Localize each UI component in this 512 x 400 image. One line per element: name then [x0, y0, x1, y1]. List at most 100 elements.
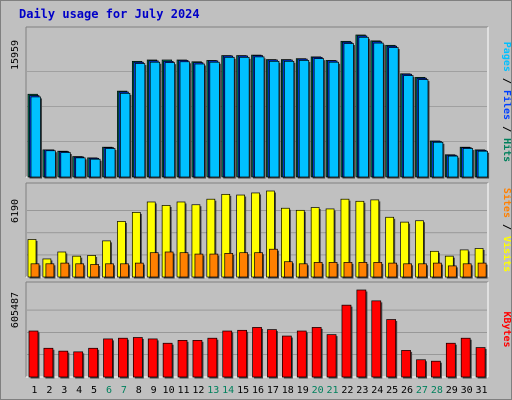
- x-tick-label: 26: [401, 385, 413, 396]
- bar-sites: [134, 262, 144, 278]
- bar-pages: [90, 158, 101, 178]
- bar-pages: [373, 42, 384, 178]
- bar-pages: [269, 60, 280, 178]
- legend-entry-hits: Hits: [501, 138, 511, 162]
- bar-sites: [298, 263, 308, 278]
- bar-kbytes: [118, 337, 128, 378]
- bar-kbytes: [296, 330, 307, 378]
- bar-kbytes: [356, 289, 367, 378]
- bar-pages: [209, 61, 220, 178]
- bar-sites: [149, 252, 159, 278]
- x-tick-label: 31: [476, 385, 488, 396]
- x-tick-label: 4: [76, 385, 82, 396]
- x-tick-label: 24: [371, 385, 383, 396]
- bar-kbytes: [222, 330, 233, 378]
- bar-kbytes: [445, 342, 456, 378]
- bar-pages: [105, 148, 116, 178]
- bar-kbytes: [192, 340, 203, 378]
- bar-pages: [120, 93, 131, 178]
- bar-sites: [120, 263, 129, 278]
- bar-pages: [30, 96, 41, 178]
- bar-pages: [433, 141, 444, 178]
- bar-kbytes: [311, 327, 322, 378]
- bar-kbytes: [162, 342, 173, 378]
- bar-kbytes: [371, 300, 382, 378]
- bar-pages: [45, 150, 56, 178]
- bar-sites: [105, 263, 114, 278]
- bar-pages: [164, 62, 175, 178]
- bar-kbytes: [207, 337, 218, 378]
- bar-kbytes: [267, 329, 277, 378]
- bar-kbytes: [252, 327, 262, 378]
- bar-pages: [194, 63, 205, 178]
- bar-pages: [298, 60, 310, 178]
- bar-kbytes: [416, 359, 426, 378]
- legend-entry-sites: Sites: [501, 188, 511, 218]
- bar-pages: [313, 58, 325, 178]
- legend-entry-files: Files: [501, 90, 511, 120]
- bar-pages: [75, 157, 86, 178]
- x-tick-label: 10: [163, 385, 175, 396]
- bar-kbytes: [460, 337, 471, 378]
- x-tick-label: 6: [106, 385, 112, 396]
- bar-sites: [462, 263, 472, 278]
- x-tick-label: 5: [91, 385, 97, 396]
- chart-title: Daily usage for July 2024: [19, 7, 200, 21]
- bar-sites: [284, 261, 293, 278]
- bar-sites: [254, 252, 263, 278]
- bar-sites: [224, 253, 234, 278]
- legend-separator: /: [501, 72, 511, 90]
- bar-pages: [239, 56, 250, 178]
- bar-kbytes: [103, 338, 113, 378]
- x-tick-label: 14: [222, 385, 234, 396]
- bar-sites: [60, 262, 70, 278]
- x-tick-label: 15: [237, 385, 249, 396]
- bar-sites: [373, 262, 383, 278]
- x-tick-label: 29: [446, 385, 458, 396]
- bar-kbytes: [177, 340, 188, 378]
- legend-separator: /: [501, 120, 511, 138]
- x-tick-label: 30: [461, 385, 473, 396]
- x-tick-label: 28: [431, 385, 443, 396]
- visits-sites-ymax-label: 6190: [10, 199, 21, 223]
- bar-sites: [358, 262, 368, 278]
- bar-kbytes: [28, 330, 39, 378]
- kbytes-legend: KBytes: [501, 311, 511, 347]
- bar-kbytes: [43, 347, 54, 378]
- bar-sites: [477, 262, 487, 278]
- x-tick-label: 22: [341, 385, 353, 396]
- bar-sites: [313, 262, 323, 278]
- bar-sites: [433, 262, 442, 278]
- bar-kbytes: [431, 360, 441, 378]
- bar-kbytes: [401, 350, 411, 378]
- bar-sites: [403, 263, 412, 278]
- bar-kbytes: [326, 334, 337, 378]
- x-tick-label: 1: [31, 385, 37, 396]
- bar-pages: [328, 61, 339, 178]
- x-tick-label: 11: [177, 385, 189, 396]
- legend-entry-pages: Pages: [501, 42, 511, 72]
- bar-pages: [179, 61, 190, 178]
- bar-pages: [447, 155, 459, 178]
- bar-pages: [477, 150, 488, 178]
- bar-pages: [358, 36, 369, 178]
- x-tick-label: 7: [121, 385, 127, 396]
- visits-sites-legend: Sites / Visits: [501, 188, 511, 272]
- bar-pages: [388, 47, 399, 178]
- bar-sites: [194, 253, 204, 278]
- x-tick-label: 8: [136, 385, 142, 396]
- x-tick-label: 27: [416, 385, 428, 396]
- bar-pages: [343, 43, 354, 178]
- x-tick-label: 19: [297, 385, 309, 396]
- bar-sites: [30, 263, 40, 278]
- legend-entry-kbytes: KBytes: [501, 311, 511, 347]
- x-tick-label: 21: [326, 385, 338, 396]
- x-tick-label: 9: [151, 385, 157, 396]
- bar-pages: [418, 79, 429, 178]
- bar-pages: [462, 148, 474, 178]
- bar-sites: [343, 262, 353, 278]
- x-tick-label: 13: [207, 385, 219, 396]
- legend-separator: /: [501, 218, 511, 236]
